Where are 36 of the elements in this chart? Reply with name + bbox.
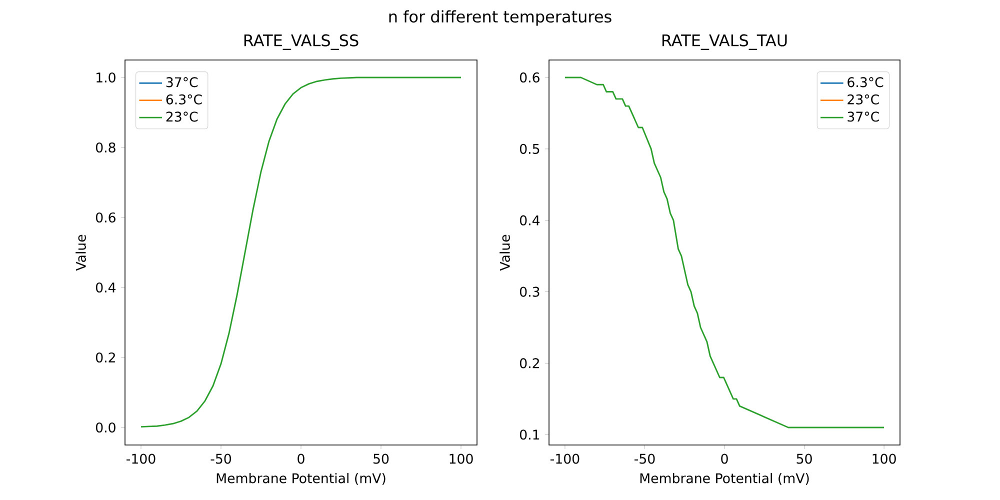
y-tick-label: 0.3 [520, 286, 540, 297]
y-tick-label: 1.0 [96, 72, 116, 83]
x-tick-label: -50 [210, 454, 232, 464]
x-tick-label: 50 [374, 454, 389, 464]
y-tick-label: 0.4 [96, 282, 116, 293]
x-axis-title: Membrane Potential (mV) [640, 472, 809, 485]
x-tick-label: 50 [796, 454, 812, 464]
y-tick-label: 0.6 [520, 72, 540, 83]
y-axis-title: Value [500, 234, 510, 271]
y-tick-label: 0.8 [96, 142, 116, 153]
legend-label: 23°C [166, 112, 198, 122]
chart-title: RATE_VALS_SS [244, 34, 358, 50]
y-tick-label: 0.2 [520, 358, 539, 368]
x-tick-label: -100 [550, 454, 580, 464]
x-axis-title: Membrane Potential (mV) [216, 472, 386, 485]
y-tick-label: 0.1 [520, 430, 540, 440]
y-tick-label: 0.6 [96, 212, 116, 223]
y-axis-title: Value [76, 234, 86, 271]
legend-label: 6.3°C [848, 77, 884, 88]
legend-label: 23°C [848, 94, 879, 104]
y-tick-label: 0.5 [520, 144, 540, 154]
legend-label: 6.3°C [166, 94, 202, 104]
legend-label: 37°C [848, 112, 879, 122]
line-series [564, 76, 885, 428]
chart-title: RATE_VALS_TAU [662, 34, 787, 50]
y-tick-label: 0.4 [520, 215, 540, 226]
x-tick-label: 0 [298, 454, 304, 464]
x-tick-label: -50 [634, 454, 655, 464]
legend-label: 37°C [166, 77, 198, 88]
x-tick-label: -100 [126, 454, 156, 464]
x-tick-label: 100 [450, 454, 473, 464]
x-tick-label: 100 [872, 454, 896, 464]
y-tick-label: 0.2 [96, 352, 115, 363]
x-tick-label: 0 [721, 454, 728, 464]
text: n for different temperatures [389, 10, 612, 26]
y-tick-label: 0.0 [96, 422, 116, 433]
